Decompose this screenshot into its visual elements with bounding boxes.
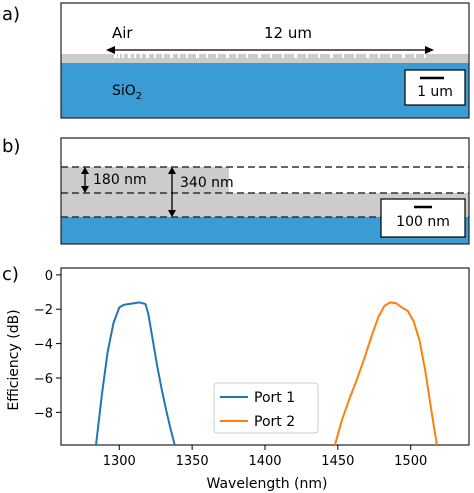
arrow-340-bottom-head [168,210,176,217]
x-tick-label: 1300 [103,454,136,469]
panel-b-frame [60,137,470,245]
panel-c-label: c) [2,264,19,285]
grating-slot-a [154,54,156,58]
grating-slot-a [318,54,320,58]
panel-a-device-layer [61,54,469,63]
panel-b-grating [229,167,469,193]
grating-slot-a [414,54,416,58]
grating-slot-a [366,54,369,58]
y-tick-label: −6 [34,372,53,387]
grating-slot-a [206,54,208,58]
y-tick-label: −8 [34,406,53,421]
grating-slot-b [434,167,446,193]
panel-a-grating [114,54,426,58]
air-label: Air [112,24,133,42]
arrow-180-top-head [81,167,89,174]
grating-slot-a [134,54,136,58]
grating-slot-a [390,54,392,58]
grating-slot-b [229,167,259,193]
scale-bar-b-box [380,198,466,238]
grating-slot-a [178,54,180,58]
x-axis-label: Wavelength (nm) [207,476,328,492]
grating-slot-a [282,54,284,58]
grating-slot-a [140,54,142,58]
grating-slot-a [216,54,218,58]
grating-slot-b [356,167,362,193]
efficiency-chart: 1300 1350 1400 1450 1500 0 −2 −4 −6 −8 [34,267,470,469]
grating-slot-a [170,54,173,58]
grating-slot-a [114,54,117,58]
y-axis-label: Efficiency (dB) [6,309,22,410]
grating-slot-a [146,54,149,58]
grating-slot-a [378,54,380,58]
grating-slot-a [196,54,199,58]
grating-slot-a [424,54,426,58]
series-line-1 [95,301,176,445]
panel-b: b) 180 nm 340 nm 100 nm [2,136,470,245]
width-arrow-right-head [425,46,434,54]
grating-slot-a [342,54,344,58]
panel-a-label: a) [2,4,20,25]
grating-slot-a [186,54,188,58]
grating-slot-a [122,54,124,58]
thickness-180-label: 180 nm [93,172,147,188]
grating-slot-b [346,167,358,193]
grating-slot-b [291,167,321,193]
grating-slot-a [306,54,308,58]
x-tick-label: 1450 [321,454,354,469]
panel-a-substrate [61,63,469,118]
grating-slot-a [246,54,248,58]
grating-slot-a [128,54,131,58]
scale-bar-a-box [404,69,466,106]
grating-slot-a [118,54,120,58]
scale-bar-a-label: 1 um [417,84,453,100]
y-tick-label: −2 [34,303,53,318]
grating-slot-a [294,54,297,58]
x-tick-label: 1400 [248,454,281,469]
arrow-180-bottom-head [81,186,89,193]
y-tick-label: −4 [34,338,53,353]
grating-slot-b [328,167,335,193]
y-tick-label: 0 [45,269,53,284]
grating-slot-b [338,167,346,193]
grating-slot-b [446,167,469,193]
panel-c: c) 1300 1350 1400 1450 1500 0 −2 −4 −6 −8 Wavelen… [2,264,470,492]
grating-slot-b [280,167,290,193]
legend-label-port-2: Port 2 [254,414,295,430]
grating-slot-a [330,54,333,58]
x-tick-label: 1500 [394,454,427,469]
legend: Port 1 Port 2 [213,382,319,434]
panel-a-frame [60,2,470,119]
grating-slot-a [354,54,356,58]
panel-b-solid-region [61,167,229,193]
grating-slot-a [226,54,229,58]
series-line-2 [333,301,438,445]
grating-slot-b [384,167,404,193]
width-label: 12 um [264,24,312,42]
grating-slot-a [402,54,405,58]
grating-slot-b [413,167,425,193]
grating-slot-a [236,54,238,58]
arrow-340-top-head [168,167,176,174]
panel-b-label: b) [2,136,20,157]
panel-a: a) Air 12 um SiO2 1 um [2,2,470,119]
legend-label-port-1: Port 1 [254,390,295,406]
grating-slot-a [270,54,272,58]
grating-slot-b [259,167,267,193]
x-tick-label: 1350 [176,454,209,469]
width-arrow-left-head [106,46,115,54]
thickness-340-label: 340 nm [180,175,234,191]
scale-bar-b-label: 100 nm [396,214,450,230]
substrate-label: SiO2 [112,83,142,102]
grating-slot-a [258,54,261,58]
grating-slot-a [162,54,164,58]
